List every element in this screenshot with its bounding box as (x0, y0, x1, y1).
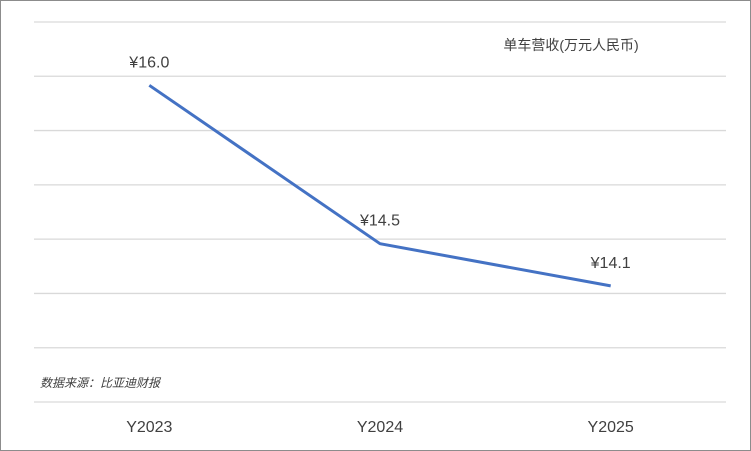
x-tick-label: Y2023 (126, 419, 172, 436)
x-axis-ticks: Y2023 Y2024 Y2025 (126, 419, 634, 436)
data-label: ¥14.5 (359, 213, 400, 230)
x-tick-label: Y2024 (357, 419, 403, 436)
chart-title: 单车营收(万元人民币) (503, 37, 638, 53)
x-tick-label: Y2025 (588, 419, 634, 436)
source-note: 数据来源：比亚迪财报 (40, 376, 162, 390)
series-group: ¥16.0 ¥14.5 ¥14.1 (128, 54, 631, 288)
series-line (148, 84, 611, 288)
data-label: ¥16.0 (128, 54, 169, 71)
gridlines (34, 21, 726, 403)
data-label: ¥14.1 (590, 255, 631, 272)
